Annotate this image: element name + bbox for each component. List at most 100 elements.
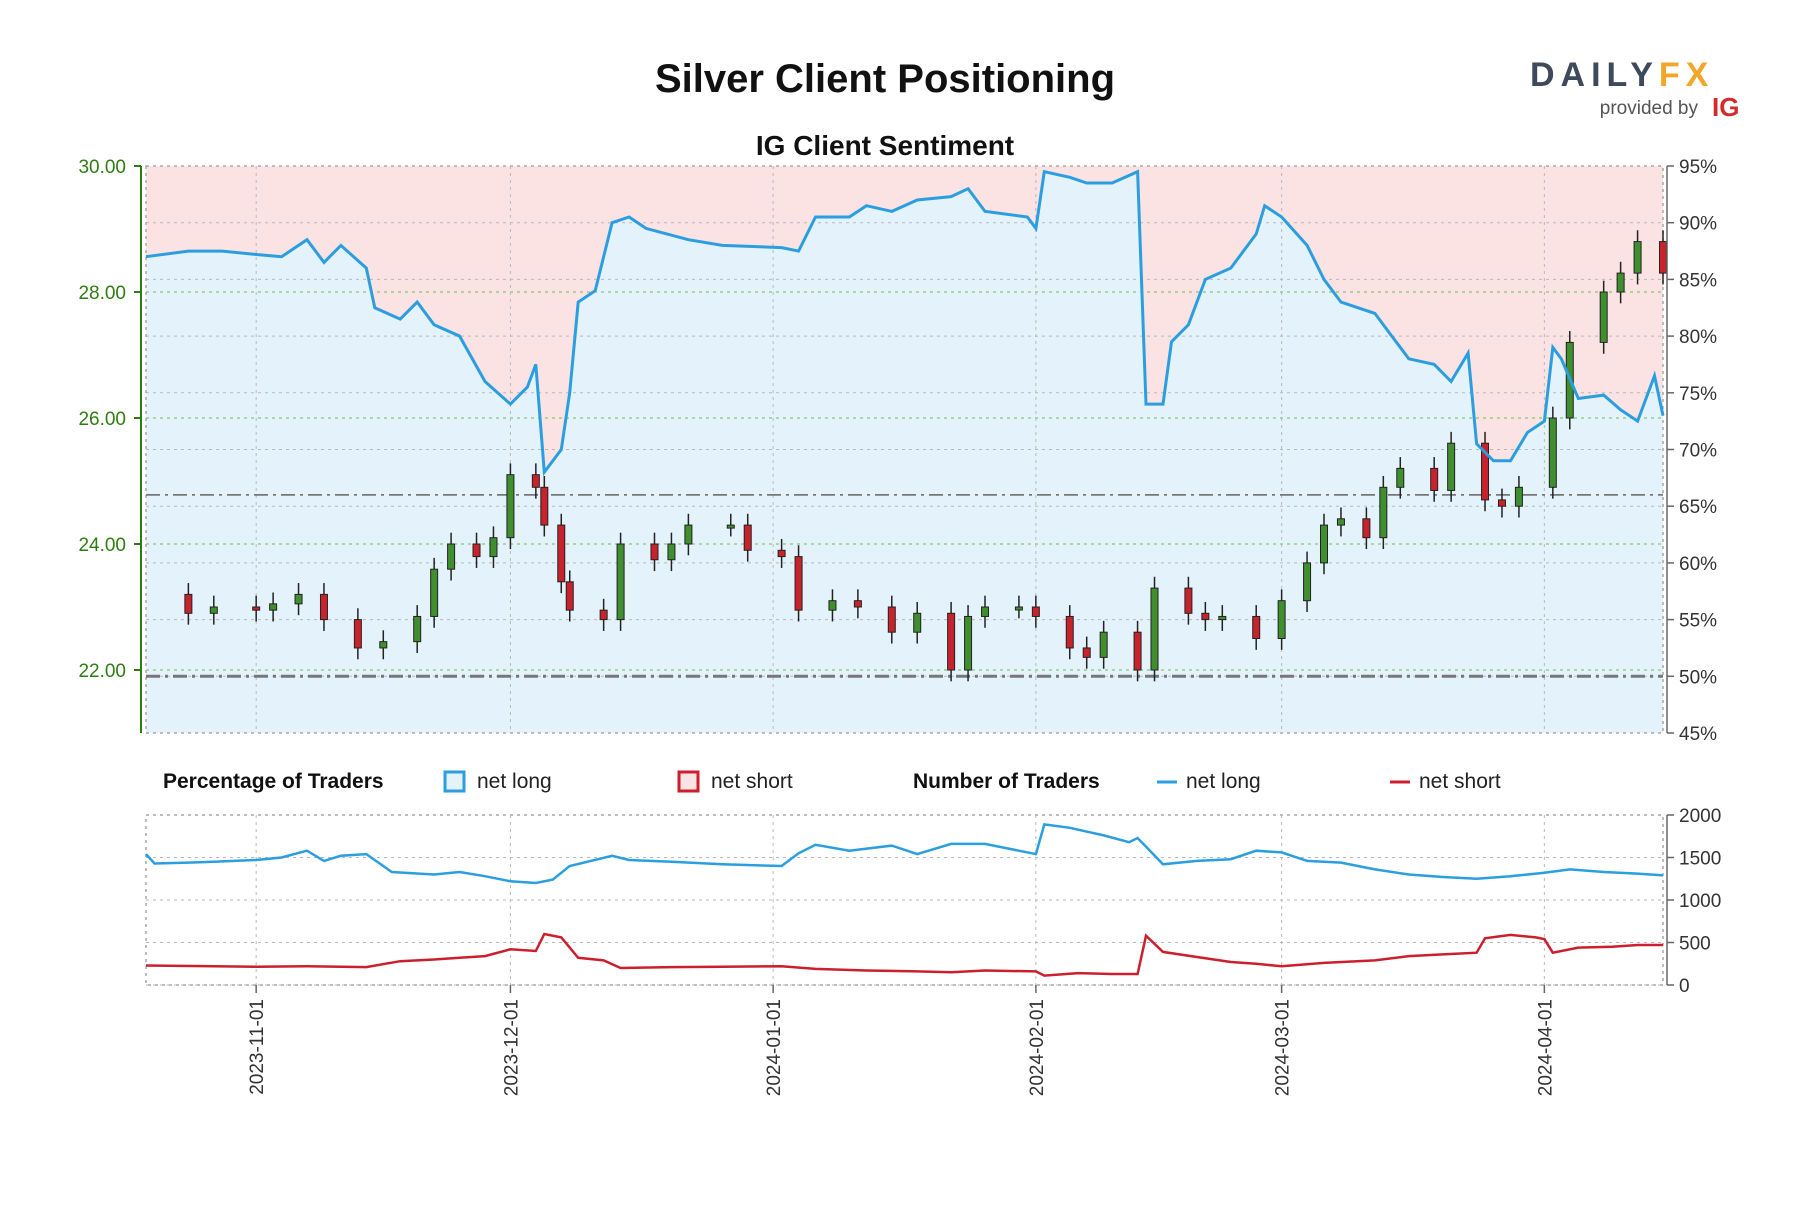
candle-down — [743, 524, 752, 551]
main-frame — [145, 165, 1664, 734]
candle-up — [616, 543, 625, 621]
date-tick-label: 2023-11-01 — [247, 999, 268, 1095]
candle-down — [1362, 518, 1371, 539]
candle-down — [1430, 467, 1439, 491]
candle-up — [964, 615, 973, 671]
candle-up — [913, 612, 922, 633]
candle-up — [1277, 600, 1286, 640]
candle-up — [1447, 442, 1456, 491]
traders-gridlines — [145, 814, 1664, 986]
main-panel: 22.00 24.00 26.00 28.00 30.00 45% 50% 55% 60% 65… — [78, 157, 1717, 745]
candle-down — [1065, 615, 1074, 649]
legend-num-net-long: net long — [1186, 770, 1261, 793]
candle-up — [1150, 587, 1159, 671]
candle-down — [540, 486, 549, 526]
candle-down — [794, 556, 803, 611]
candle-up — [981, 606, 990, 617]
candle-up — [1303, 562, 1312, 602]
candle-down — [531, 474, 540, 488]
traders-tick-label: 1000 — [1679, 891, 1721, 912]
candle-down — [1201, 612, 1210, 621]
traders-tick-label: 0 — [1679, 976, 1690, 997]
candle-up — [1014, 606, 1023, 611]
right-tick-label: 60% — [1679, 554, 1717, 575]
candle-down — [650, 543, 659, 561]
left-price-axis: 22.00 24.00 26.00 28.00 30.00 — [78, 157, 142, 733]
candle-up — [828, 600, 837, 611]
right-tick-label: 85% — [1679, 270, 1717, 291]
candle-up — [667, 543, 676, 561]
candle-up — [1616, 272, 1625, 293]
candle-down — [947, 612, 956, 671]
right-tick-label: 65% — [1679, 497, 1717, 518]
candle-down — [557, 524, 566, 583]
candle-down — [599, 609, 608, 621]
candle-down — [1184, 587, 1193, 614]
candle-up — [1336, 518, 1345, 526]
right-tick-label: 45% — [1679, 724, 1717, 745]
left-tick-label: 30.00 — [78, 157, 126, 178]
candle-up — [684, 524, 693, 545]
traders-panel: 0 500 1000 1500 2000 — [145, 806, 1721, 997]
candle-down — [1497, 499, 1506, 507]
candle-up — [447, 543, 456, 570]
legend: Percentage of Traders net long net short… — [163, 770, 1501, 793]
logo-ig: IG — [1712, 92, 1739, 122]
legend-net-short-swatch — [677, 770, 700, 793]
left-tick-label: 24.00 — [78, 535, 126, 556]
logo-daily: DAILY — [1530, 56, 1659, 94]
candle-up — [209, 606, 218, 614]
traders-right-axis: 0 500 1000 1500 2000 — [1666, 806, 1721, 997]
dailyfx-logo: DAILYFX provided by IG — [1530, 56, 1739, 122]
date-tick-label: 2024-04-01 — [1535, 999, 1556, 1096]
date-tick-label: 2024-03-01 — [1273, 999, 1294, 1096]
traders-tick-label: 1500 — [1679, 849, 1721, 870]
candle-down — [1659, 241, 1667, 274]
right-tick-label: 50% — [1679, 667, 1717, 688]
right-tick-label: 75% — [1679, 384, 1717, 405]
right-tick-label: 90% — [1679, 214, 1717, 235]
candle-up — [379, 641, 388, 649]
candle-up — [1379, 486, 1388, 539]
candle-down — [887, 606, 896, 633]
candle-down — [1031, 606, 1040, 617]
reference-lines — [146, 493, 1663, 678]
date-tick-label: 2024-02-01 — [1027, 999, 1048, 1096]
candle-up — [294, 593, 303, 605]
chart-subtitle: IG Client Sentiment — [756, 130, 1014, 161]
candlesticks — [184, 230, 1667, 682]
date-tick-label: 2024-01-01 — [764, 999, 785, 1096]
candle-down — [1252, 615, 1261, 640]
candle-up — [1599, 291, 1608, 343]
traders-tick-label: 500 — [1679, 934, 1711, 955]
traders-frame — [145, 814, 1664, 986]
candle-down — [777, 549, 786, 558]
candle-down — [1133, 631, 1142, 671]
candle-up — [1633, 241, 1642, 274]
right-tick-label: 70% — [1679, 441, 1717, 462]
candle-down — [1481, 442, 1490, 501]
right-tick-label: 55% — [1679, 611, 1717, 632]
candle-down — [353, 619, 362, 649]
candle-up — [430, 568, 439, 617]
net-long-area — [146, 171, 1663, 733]
logo-fx: FX — [1659, 56, 1714, 94]
right-tick-label: 95% — [1679, 157, 1717, 178]
candle-up — [1099, 631, 1108, 658]
candle-down — [853, 600, 862, 608]
left-tick-label: 22.00 — [78, 661, 126, 682]
candle-up — [489, 537, 498, 558]
candle-up — [506, 474, 515, 539]
candle-up — [1548, 417, 1557, 488]
candle-down — [1082, 647, 1091, 658]
left-tick-label: 26.00 — [78, 409, 126, 430]
right-percent-axis: 45% 50% 55% 60% 65% 70% 75% 80% 85% 90% 95% — [1666, 157, 1717, 745]
legend-num-net-short: net short — [1419, 770, 1501, 793]
candle-down — [252, 606, 261, 611]
candle-up — [1396, 467, 1405, 488]
legend-pct-net-long: net long — [477, 770, 552, 793]
left-tick-label: 28.00 — [78, 283, 126, 304]
candle-up — [1320, 524, 1329, 564]
